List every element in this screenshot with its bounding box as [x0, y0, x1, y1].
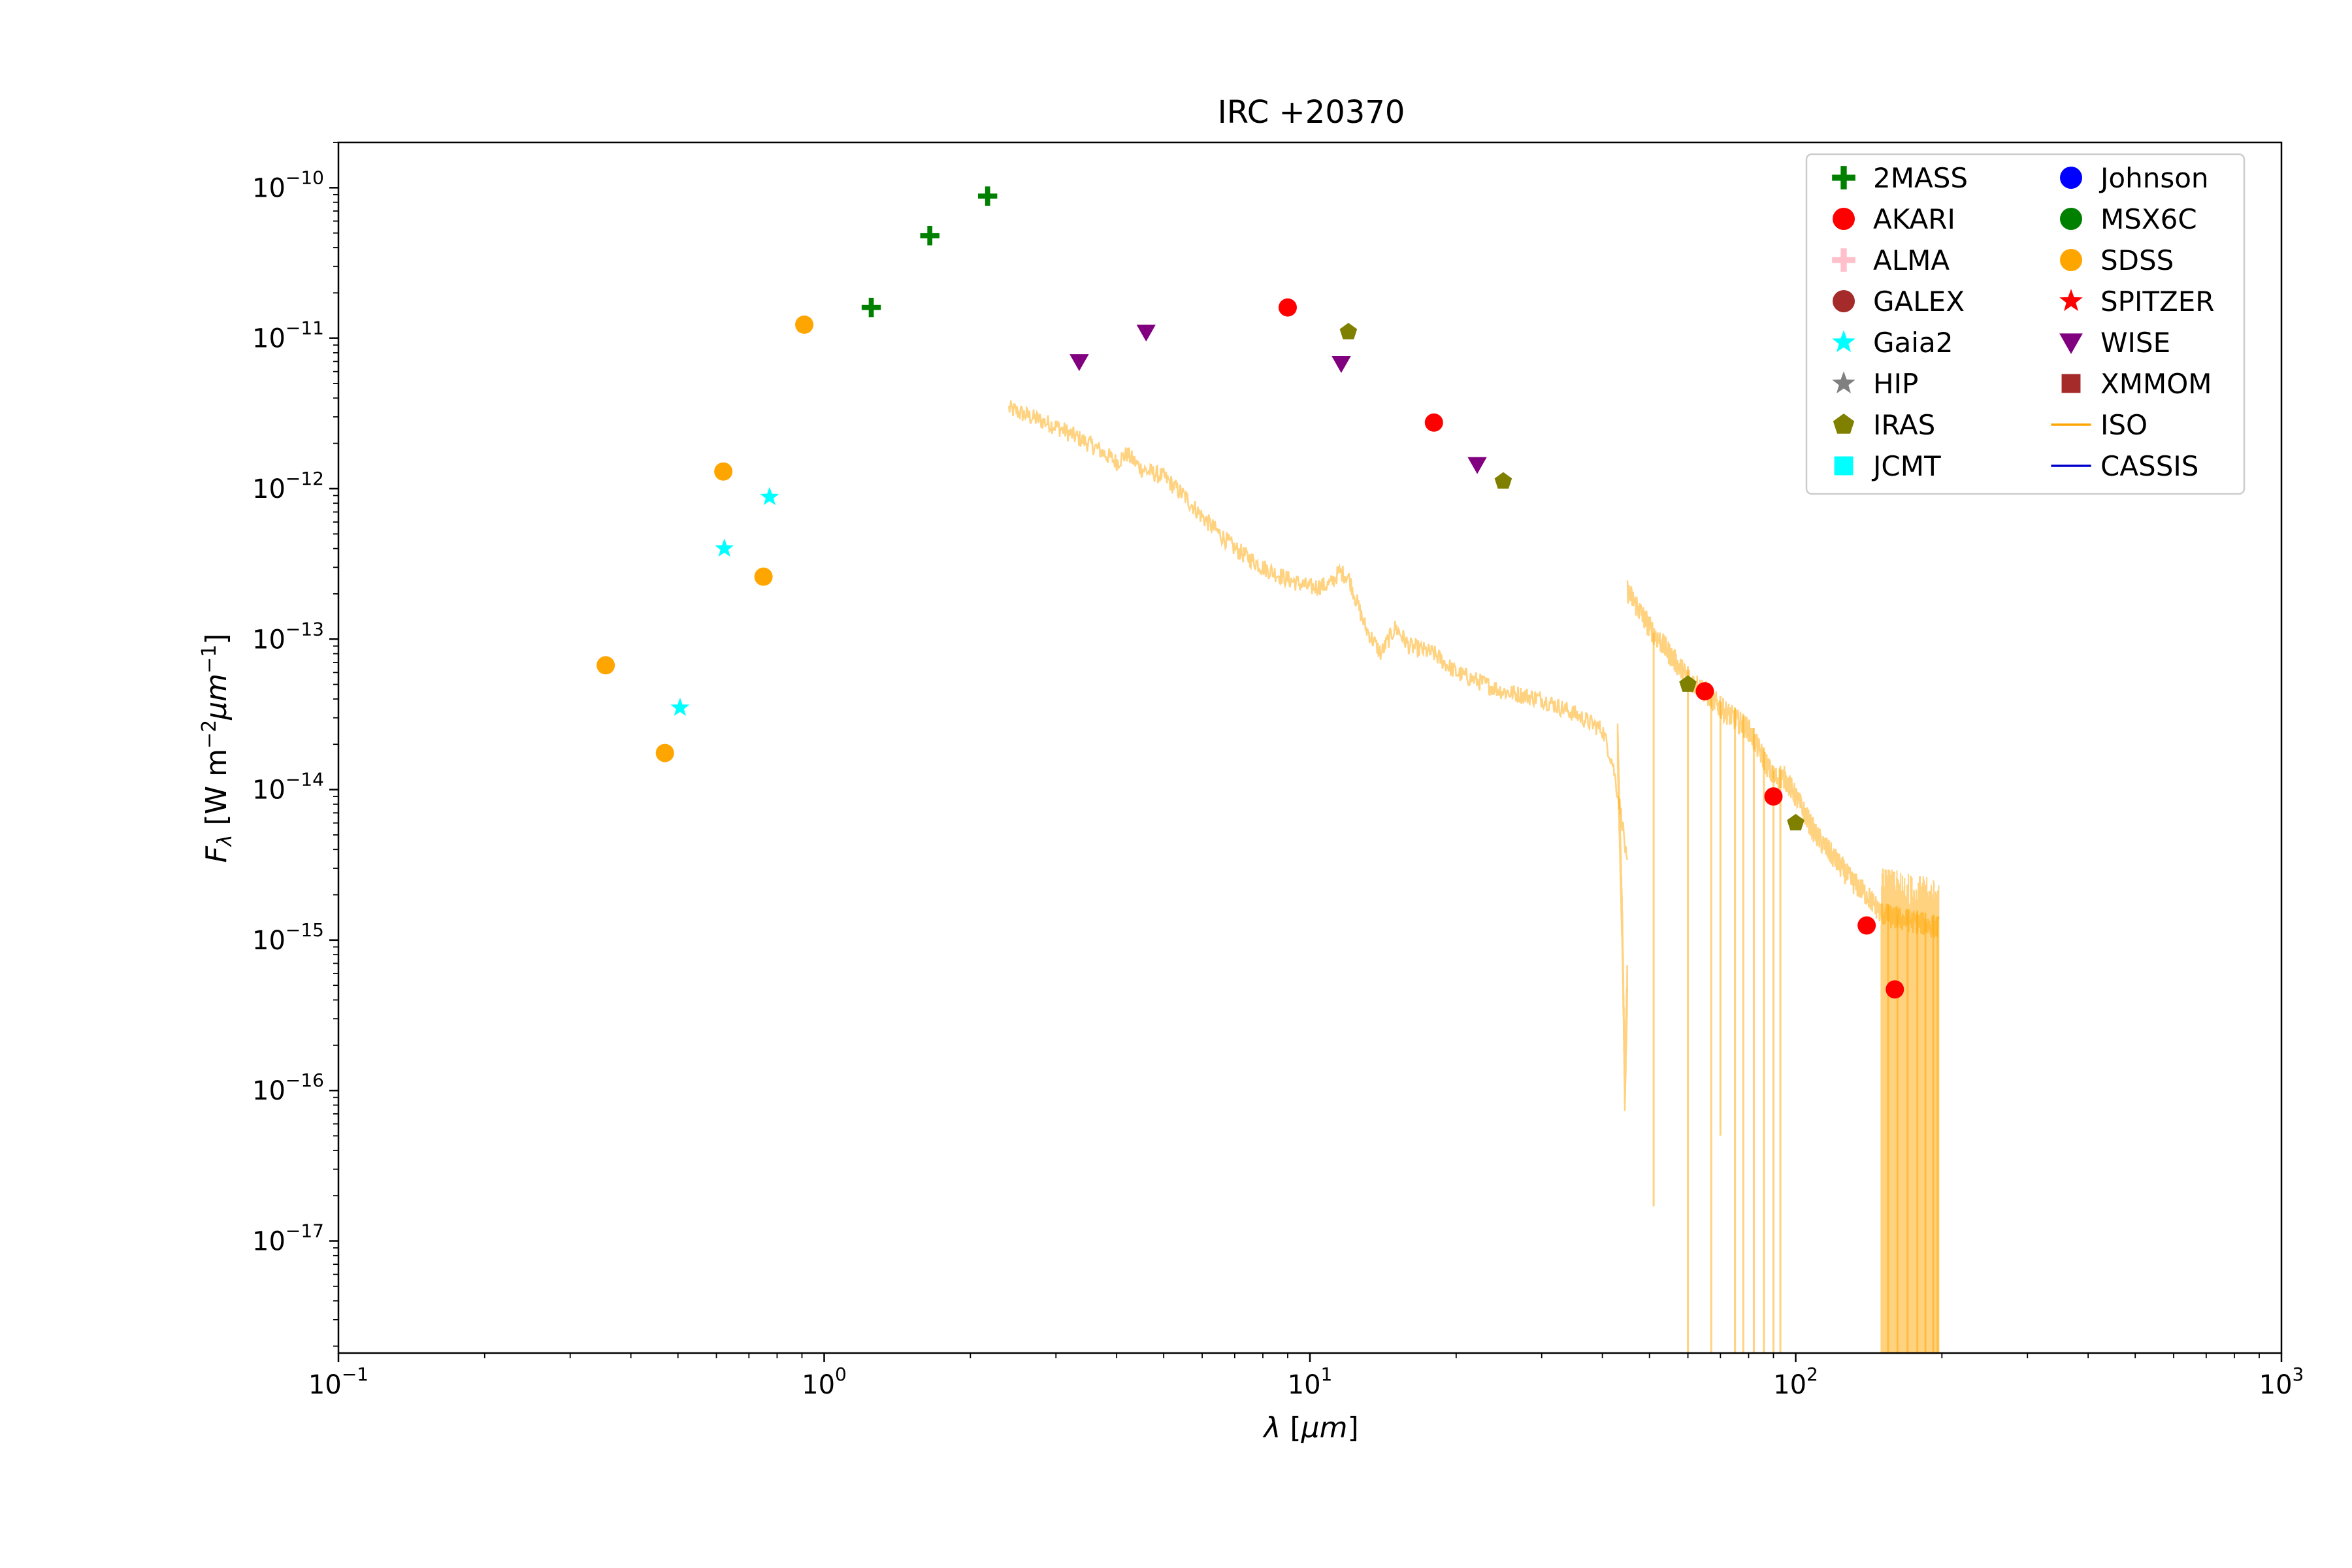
legend-marker-msx6c — [2060, 208, 2082, 230]
wise-point-4 — [1467, 457, 1487, 474]
legend-label-hip: HIP — [1873, 368, 1918, 400]
legend-label-iso: ISO — [2100, 409, 2148, 441]
legend-marker-alma — [1832, 248, 1855, 272]
iso-spectrum-segment-2 — [1616, 723, 1628, 1111]
legend-label-iras: IRAS — [1873, 409, 1935, 441]
gaia2-point-2 — [715, 538, 734, 557]
x-tick-label-3: 101 — [1288, 1364, 1333, 1400]
sdss-point-5 — [795, 315, 814, 334]
gaia2-point-3 — [760, 487, 779, 506]
legend-label-jcmt: JCMT — [1871, 450, 1941, 482]
legend-marker-wise — [2059, 333, 2083, 354]
iras-point-1 — [1339, 323, 1358, 340]
legend-label-akari: AKARI — [1873, 203, 1955, 235]
wise-point-2 — [1136, 324, 1156, 342]
akari-point-2 — [1424, 413, 1443, 432]
y-tick-label-5: 10−14 — [252, 769, 324, 806]
legend-marker-akari — [1833, 208, 1855, 230]
sdss-point-1 — [596, 656, 615, 675]
akari-point-1 — [1278, 298, 1297, 317]
y-tick-label-2: 10−11 — [252, 318, 324, 354]
y-tick-label-7: 10−16 — [252, 1070, 324, 1106]
akari-point-6 — [1886, 980, 1904, 999]
y-tick-label-3: 10−12 — [252, 468, 324, 504]
2mass-point-1 — [861, 297, 881, 318]
wise-point-3 — [1331, 356, 1351, 373]
legend-marker-xmmom — [2061, 374, 2081, 393]
iras-point-2 — [1494, 472, 1512, 489]
iras-point-4 — [1787, 813, 1805, 830]
legend-label-gaia2: Gaia2 — [1873, 327, 1953, 359]
iras-point-3 — [1679, 675, 1697, 692]
legend-marker-2mass — [1832, 166, 1855, 189]
akari-point-4 — [1764, 787, 1783, 806]
legend-marker-gaia2 — [1832, 330, 1855, 353]
legend-label-2mass: 2MASS — [1873, 162, 1968, 194]
legend-label-johnson: Johnson — [2099, 162, 2209, 194]
x-axis-label: λ [μm] — [1262, 1411, 1358, 1445]
legend-label-msx6c: MSX6C — [2100, 203, 2197, 235]
legend: 2MASS AKARI ALMA GALEX Gaia2 HIP IRAS JCMT Johns… — [1805, 153, 2246, 495]
x-tick-label-2: 100 — [802, 1364, 847, 1400]
legend-label-alma: ALMA — [1873, 244, 1950, 276]
2mass-point-2 — [920, 226, 939, 246]
legend-marker-sdss — [2060, 249, 2082, 271]
akari-point-3 — [1695, 682, 1714, 701]
y-tick-label-4: 10−13 — [252, 618, 324, 655]
y-tick-label-6: 10−15 — [252, 919, 324, 956]
y-tick-label-1: 10−10 — [252, 167, 324, 203]
legend-marker-hip — [1832, 371, 1855, 394]
legend-marker-jcmt — [1834, 456, 1854, 476]
wise-point-1 — [1070, 354, 1089, 372]
legend-marker-johnson — [2060, 167, 2082, 189]
iso-spectrum — [1007, 400, 1940, 1353]
y-axis-label: Fλ [W m−2μm−1] — [198, 633, 237, 862]
x-tick-label-4: 102 — [1773, 1364, 1818, 1400]
legend-label-cassis: CASSIS — [2100, 450, 2198, 482]
legend-label-spitzer: SPITZER — [2100, 286, 2215, 318]
legend-marker-galex — [1833, 290, 1855, 312]
legend-label-galex: GALEX — [1873, 286, 1965, 318]
chart-title: IRC +20370 — [1218, 94, 1405, 131]
legend-box — [1805, 153, 2246, 495]
sdss-point-2 — [655, 743, 674, 762]
legend-marker-spitzer — [2059, 289, 2083, 312]
2mass-point-3 — [977, 186, 998, 206]
legend-label-xmmom: XMMOM — [2100, 368, 2212, 400]
sdss-point-4 — [754, 567, 773, 586]
legend-label-sdss: SDSS — [2100, 244, 2174, 276]
y-tick-label-8: 10−17 — [252, 1220, 324, 1256]
gaia2-point-1 — [670, 697, 690, 716]
legend-marker-iras — [1833, 414, 1855, 434]
iso-spectrum-segment-1 — [1007, 400, 1628, 860]
legend-label-wise: WISE — [2100, 327, 2170, 359]
photometry-markers — [596, 186, 1904, 999]
iso-noise-band — [1880, 868, 1940, 1353]
x-tick-label-5: 103 — [2259, 1364, 2304, 1400]
axis-ticks: 10−1 100 101 102 103 10−10 10−11 10−12 10−13 10−1… — [252, 142, 2304, 1400]
x-tick-label-1: 10−1 — [308, 1364, 368, 1400]
akari-point-5 — [1857, 916, 1876, 935]
sdss-point-3 — [714, 462, 733, 481]
